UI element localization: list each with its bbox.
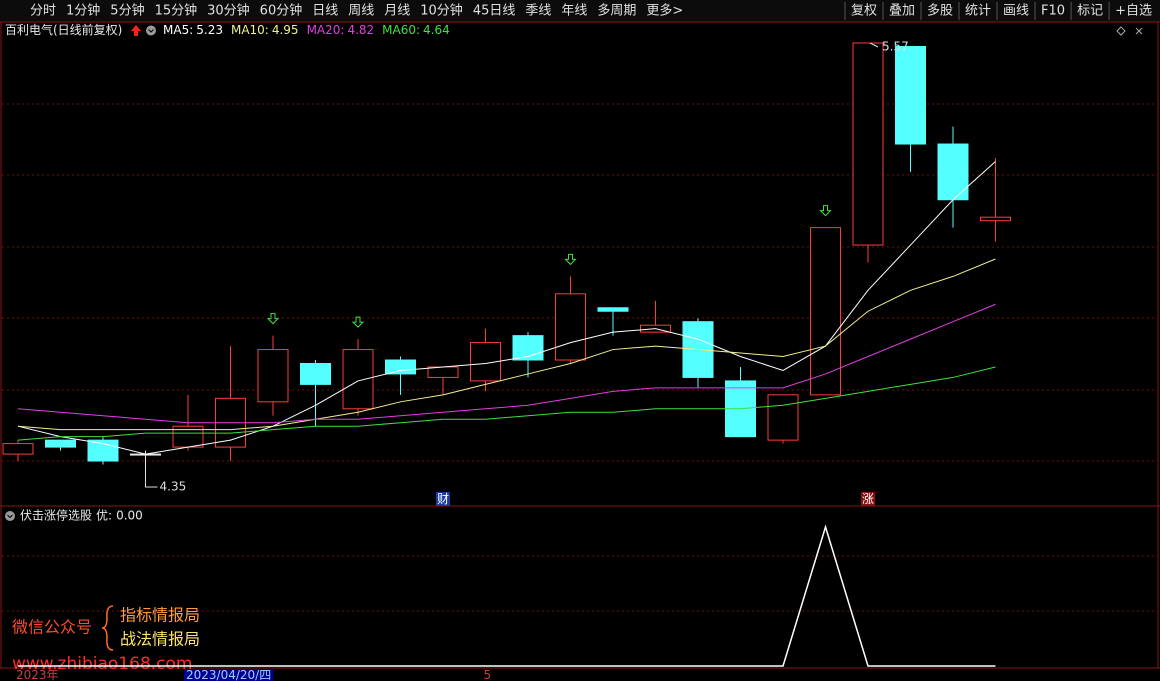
watermark-url: www.zhibiao168.com — [12, 654, 192, 674]
period-button[interactable]: 多周期 — [597, 3, 636, 19]
toolbar-button[interactable]: 复权 — [851, 3, 877, 19]
ma-legend-name: MA20: — [307, 23, 345, 37]
period-button[interactable]: 月线 — [384, 4, 410, 19]
toolbar-button[interactable]: 标记 — [1077, 4, 1103, 19]
candle-body — [2, 443, 34, 455]
ma-legend-name: MA10: — [231, 23, 269, 37]
ma-legend-value: 4.64 — [423, 23, 450, 37]
signal-arrow — [564, 253, 577, 266]
period-button[interactable]: 1分钟 — [66, 3, 100, 19]
ma-legend-value: 4.95 — [272, 23, 299, 37]
panel-frame — [0, 22, 1160, 669]
candle-body — [427, 366, 459, 378]
period-button[interactable]: 45日线 — [473, 4, 516, 19]
ma-legend-name: MA60: — [382, 23, 420, 37]
candle-body — [385, 359, 416, 375]
period-button[interactable]: 15分钟 — [155, 3, 198, 19]
toolbar-button[interactable]: 叠加 — [889, 4, 915, 19]
low-pointer — [145, 468, 158, 488]
high-label: 5.57 — [882, 40, 909, 54]
stock-title: 百利电气(日线前复权) — [5, 22, 122, 37]
date-label: 2023年 — [16, 668, 59, 681]
date-label: 2023/04/20/四 — [186, 668, 271, 681]
low-label: 4.35 — [160, 480, 187, 494]
high-pointer — [869, 42, 879, 48]
watermark-account: 微信公众号 — [12, 618, 92, 637]
watermark-name: 战法情报局 — [120, 630, 200, 649]
header-icons — [5, 25, 1143, 651]
signal-arrow — [266, 313, 280, 325]
ma-legend-name: MA5: — [163, 23, 193, 37]
ma-legend-value: 4.82 — [347, 23, 374, 37]
candle-body — [937, 143, 969, 201]
candle-body — [597, 307, 629, 312]
candle-body — [895, 45, 926, 145]
toolbar — [0, 0, 1160, 22]
ma-line — [17, 366, 996, 441]
signal-arrow — [351, 316, 365, 328]
candle-body — [512, 335, 544, 361]
period-button[interactable]: 5分钟 — [110, 3, 144, 19]
period-button[interactable]: 分时 — [30, 4, 56, 19]
event-badge: 涨 — [862, 491, 874, 506]
period-button[interactable]: 季线 — [525, 4, 551, 19]
period-button[interactable]: 日线 — [312, 4, 338, 19]
period-button[interactable]: 更多> — [646, 3, 683, 19]
candle-body — [555, 293, 586, 361]
candle-body — [342, 349, 374, 410]
period-button[interactable]: 30分钟 — [207, 3, 250, 19]
toolbar-button[interactable]: +自选 — [1115, 4, 1152, 19]
date-label: 5 — [484, 668, 492, 681]
indicator-title: 伏击涨停选股 — [20, 508, 92, 523]
candle-body — [980, 216, 1011, 222]
ma-line — [17, 303, 996, 424]
toolbar-button[interactable]: 统计 — [965, 4, 991, 19]
candle-body — [45, 439, 76, 448]
period-button[interactable]: 60分钟 — [260, 3, 303, 19]
candle-body — [300, 362, 331, 385]
toolbar-button[interactable]: F10 — [1041, 4, 1065, 19]
ma-legend-value: 5.23 — [196, 23, 223, 37]
indicator-label: 优: — [96, 509, 112, 523]
event-badge-bg — [861, 492, 875, 506]
event-badge: 财 — [437, 492, 449, 506]
signal-arrow — [819, 205, 832, 217]
watermark-name: 指标情报局 — [120, 606, 200, 625]
candle-body — [767, 394, 799, 441]
candle-body — [810, 227, 841, 396]
toolbar-button[interactable]: 画线 — [1003, 4, 1029, 19]
toolbar-button[interactable]: 多股 — [927, 3, 953, 19]
candle-body — [852, 42, 884, 246]
period-button[interactable]: 10分钟 — [420, 3, 463, 19]
period-button[interactable]: 周线 — [348, 4, 374, 19]
indicator-line — [18, 524, 996, 667]
event-badge-bg — [436, 492, 450, 506]
cursor-date-bg — [184, 669, 274, 681]
period-button[interactable]: 年线 — [561, 4, 587, 19]
ma-line — [17, 258, 996, 431]
ma-line — [17, 161, 996, 455]
candle-body — [257, 349, 289, 403]
indicator-value: 0.00 — [116, 509, 143, 523]
